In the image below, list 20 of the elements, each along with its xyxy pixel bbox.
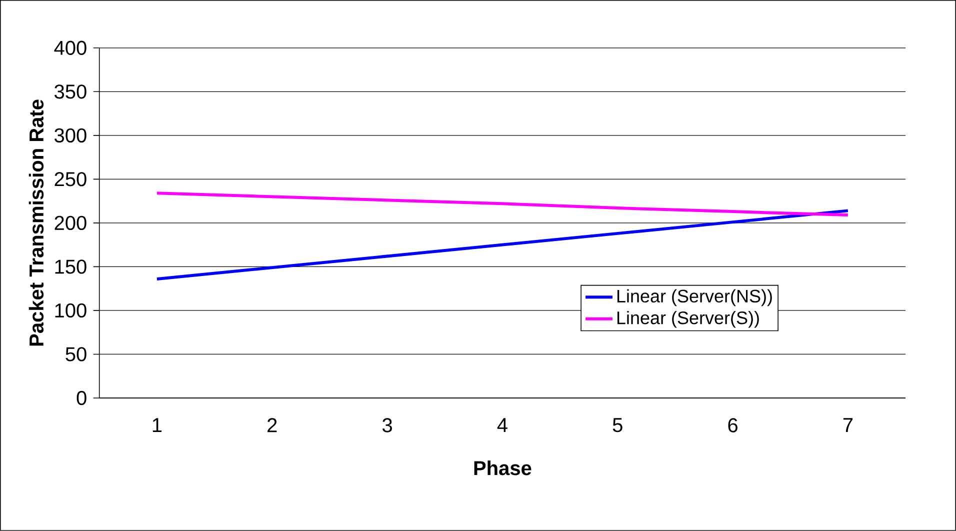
- x-tick-label: 3: [382, 418, 392, 432]
- legend-label: Linear (Server(NS)): [617, 289, 772, 306]
- y-tick-label: 50: [66, 347, 86, 362]
- x-axis-title: Phase: [474, 460, 532, 476]
- y-tick-label: 350: [54, 84, 86, 99]
- x-tick-label: 1: [152, 418, 162, 432]
- x-tick-label: 2: [268, 418, 277, 432]
- y-tick-label: 100: [55, 303, 86, 318]
- y-tick-label: 200: [54, 216, 86, 230]
- y-tick-label: 300: [54, 128, 86, 143]
- y-tick-label: 150: [55, 260, 86, 274]
- legend-label: Linear (Server(S)): [617, 311, 759, 328]
- y-axis-title: Packet Transmission Rate: [28, 100, 44, 346]
- y-tick-label: 400: [54, 40, 86, 56]
- x-tick-label: 4: [497, 418, 508, 432]
- x-tick-label: 6: [728, 418, 738, 432]
- y-tick-label: 0: [76, 390, 86, 406]
- y-tick-label: 250: [54, 172, 86, 186]
- x-tick-label: 7: [843, 418, 853, 432]
- x-tick-label: 5: [612, 418, 622, 432]
